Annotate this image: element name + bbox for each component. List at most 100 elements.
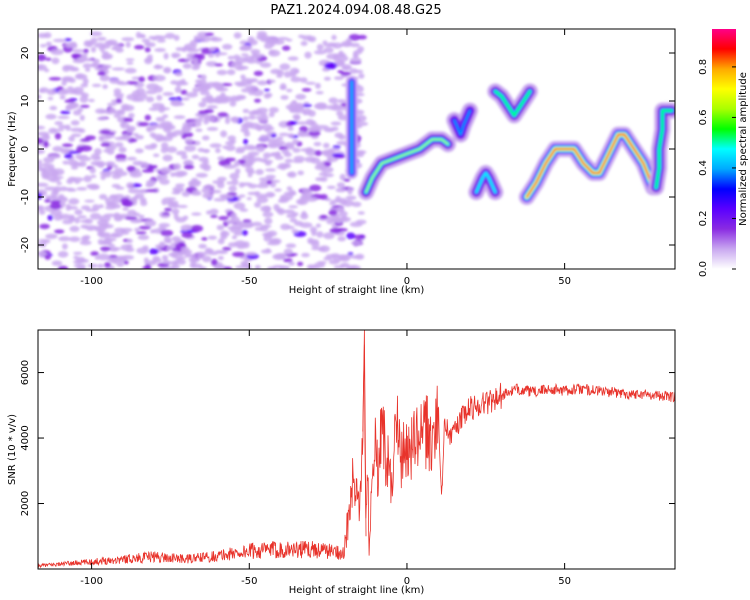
heatmap-noise-cell	[242, 262, 251, 268]
heatmap-noise-cell	[346, 265, 357, 269]
heatmap-noise-cell	[253, 70, 264, 77]
heatmap-noise-cell	[177, 204, 188, 209]
heatmap-noise-cell	[273, 143, 283, 147]
heatmap-noise-cell	[117, 258, 124, 264]
heatmap-noise-cell	[235, 61, 242, 66]
heatmap-noise-cell	[287, 133, 295, 139]
heatmap-noise-cell	[263, 93, 271, 99]
heatmap-noise-cell	[188, 257, 201, 263]
heatmap-noise-cell	[49, 105, 58, 111]
heatmap-noise-cell	[39, 87, 49, 93]
heatmap-noise-cell	[211, 81, 221, 87]
heatmap-noise-cell	[50, 48, 64, 56]
heatmap-noise-cell	[289, 71, 297, 78]
heatmap-noise-cell	[156, 94, 163, 101]
heatmap-noise-cell	[52, 175, 64, 180]
heatmap-noise-cell	[175, 150, 187, 156]
heatmap-noise-cell	[144, 264, 151, 269]
heatmap-noise-cell	[139, 34, 146, 39]
heatmap-noise-cell	[245, 85, 258, 91]
heatmap-noise-cell	[38, 65, 43, 69]
heatmap-noise-cell	[340, 71, 352, 76]
heatmap-noise-cell	[126, 238, 133, 243]
heatmap-noise-cell	[256, 145, 265, 153]
heatmap-noise-cell	[199, 90, 210, 96]
heatmap-noise-cell	[309, 184, 322, 192]
heatmap-noise-cell	[255, 169, 264, 175]
heatmap-noise-cell	[102, 240, 110, 245]
heatmap-noise-cell	[352, 53, 359, 59]
heatmap-noise-cell	[327, 42, 337, 46]
heatmap-noise-cell	[198, 101, 207, 108]
heatmap-noise-cell	[124, 67, 137, 74]
heatmap-noise-cell	[295, 93, 307, 100]
heatmap-noise-cell	[76, 265, 86, 269]
heatmap-noise-cell	[273, 203, 280, 211]
heatmap-noise-cell	[291, 229, 299, 234]
heatmap-noise-cell	[107, 102, 117, 107]
heatmap-noise-cell	[287, 56, 299, 61]
heatmap-noise-cell	[216, 224, 225, 231]
heatmap-noise-cell	[67, 86, 74, 91]
heatmap-noise-cell	[76, 187, 88, 191]
heatmap-noise-cell	[99, 74, 110, 82]
heatmap-noise-cell	[92, 58, 100, 64]
heatmap-noise-cell	[198, 266, 207, 269]
heatmap-noise-cell	[215, 52, 228, 56]
heatmap-noise-cell	[162, 92, 174, 96]
heatmap-noise-cell	[95, 108, 107, 114]
heatmap-noise-cell	[45, 57, 52, 61]
heatmap-noise-cell	[74, 180, 81, 184]
heatmap-noise-cell	[324, 62, 337, 70]
heatmap-noise-cell	[195, 128, 203, 132]
heatmap-noise-cell	[268, 79, 276, 84]
heatmap-noise-cell	[280, 223, 291, 230]
heatmap-noise-cell	[96, 36, 107, 41]
heatmap-noise-cell	[268, 112, 275, 118]
heatmap-noise-cell	[166, 146, 178, 153]
heatmap-noise-cell	[163, 66, 172, 74]
heatmap-noise-cell	[232, 251, 245, 258]
heatmap-noise-cell	[151, 36, 158, 41]
heatmap-noise-cell	[289, 218, 298, 223]
heatmap-noise-cell	[230, 212, 237, 220]
heatmap-noise-cell	[256, 196, 269, 204]
heatmap-noise-cell	[155, 116, 166, 122]
heatmap-noise-cell	[225, 219, 237, 224]
heatmap-noise-cell	[234, 81, 245, 86]
heatmap-noise-cell	[38, 182, 49, 187]
heatmap-noise-cell	[263, 235, 273, 242]
heatmap-noise-cell	[175, 217, 187, 223]
heatmap-noise-cell	[125, 58, 135, 62]
heatmap-noise-cell	[262, 211, 274, 218]
heatmap-noise-cell	[61, 143, 73, 148]
heatmap-noise-cell	[198, 243, 207, 249]
heatmap-noise-cell	[242, 108, 250, 114]
heatmap-noise-cell	[184, 138, 194, 143]
heatmap-noise-cell	[285, 104, 296, 110]
heatmap-noise-cell	[70, 127, 83, 132]
heatmap-noise-cell	[206, 210, 212, 215]
heatmap-noise-cell	[80, 224, 89, 229]
heatmap-noise-cell	[123, 117, 134, 123]
heatmap-noise-cell	[106, 202, 118, 207]
heatmap-noise-cell	[227, 242, 238, 248]
heatmap-noise-cell	[90, 174, 97, 178]
heatmap-noise-cell	[57, 115, 70, 119]
x-tick-label: -100	[80, 276, 103, 287]
heatmap-noise-cell	[60, 201, 66, 207]
heatmap-noise-cell	[116, 98, 122, 103]
heatmap-noise-cell	[155, 136, 163, 143]
heatmap-noise-cell	[198, 156, 209, 162]
heatmap-noise-cell	[140, 92, 148, 100]
heatmap-noise-cell	[183, 164, 195, 170]
heatmap-noise-cell	[180, 89, 188, 95]
heatmap-noise-cell	[79, 95, 89, 103]
heatmap-noise-cell	[297, 261, 304, 267]
heatmap-noise-cell	[260, 249, 272, 254]
heatmap-noise-cell	[142, 245, 149, 251]
heatmap-noise-cell	[144, 114, 151, 121]
heatmap-noise-cell	[236, 221, 243, 225]
heatmap-noise-cell	[206, 126, 219, 131]
heatmap-noise-cell	[48, 77, 62, 81]
